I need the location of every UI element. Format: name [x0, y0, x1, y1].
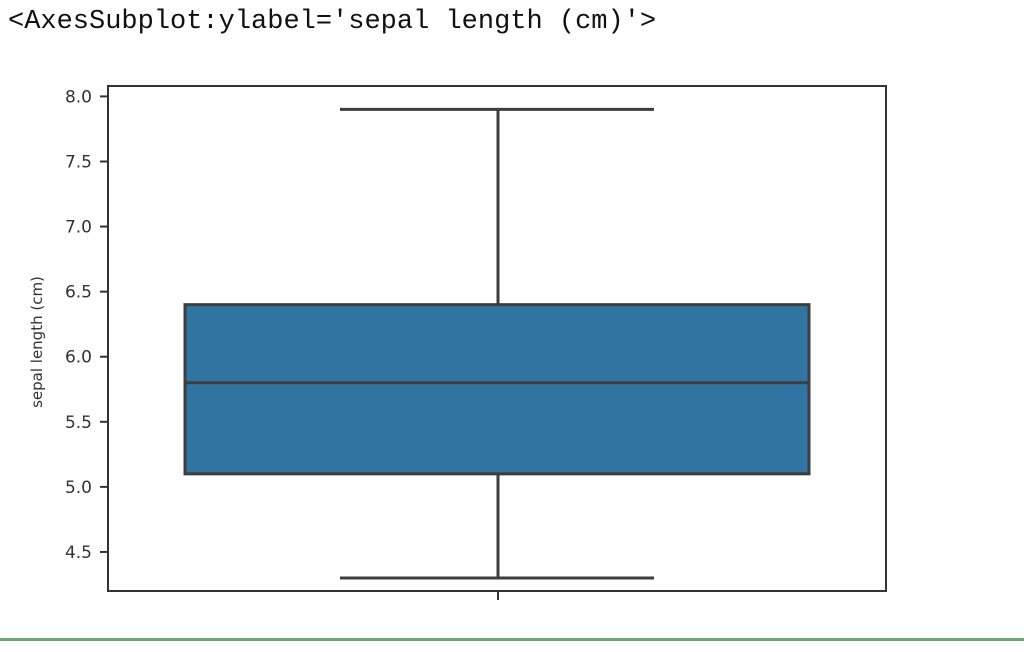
y-tick-label: 5.5: [65, 413, 92, 433]
cell-divider: [0, 638, 1024, 641]
y-axis-label: sepal length (cm): [28, 276, 46, 408]
y-tick-label: 7.0: [65, 218, 92, 238]
y-tick-label: 7.5: [65, 152, 92, 172]
y-axis-ticks: 4.5 5.0 5.5 6.0 6.5 7.0 7.5 8.0: [65, 87, 108, 563]
y-tick-label: 5.0: [65, 478, 92, 498]
plot-area: [183, 107, 811, 580]
y-tick-label: 6.5: [65, 283, 92, 303]
iqr-box: [183, 303, 811, 476]
cell-output-text: <AxesSubplot:ylabel='sepal length (cm)'>: [8, 7, 657, 37]
y-tick-label: 8.0: [65, 87, 92, 107]
y-tick-label: 4.5: [65, 543, 92, 563]
y-tick-label: 6.0: [65, 348, 92, 368]
